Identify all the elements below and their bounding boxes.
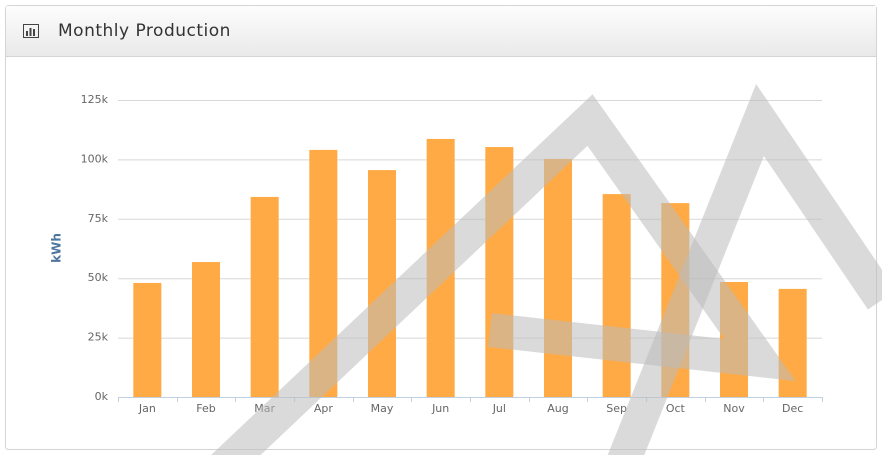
bar — [778, 288, 807, 397]
x-tick-label: Nov — [723, 402, 745, 415]
y-axis-label: kWh — [50, 233, 64, 263]
x-tick-label: Aug — [547, 402, 568, 415]
panel-header — [6, 6, 876, 56]
bar — [368, 170, 396, 397]
x-tick-label: Dec — [782, 402, 803, 415]
x-tick-label: Sep — [606, 402, 627, 415]
bar — [602, 194, 631, 397]
x-tick-label: Apr — [314, 402, 334, 415]
y-tick-label: 50k — [88, 271, 109, 284]
y-tick-label: 25k — [88, 331, 109, 344]
x-tick-label: May — [371, 402, 394, 415]
bar — [192, 262, 220, 397]
y-tick-label: 75k — [88, 212, 109, 225]
bar — [250, 196, 279, 397]
x-tick-label: Jan — [138, 402, 156, 415]
y-tick-label: 125k — [81, 93, 109, 106]
x-tick-label: Oct — [666, 402, 686, 415]
panel-title: Monthly Production — [58, 21, 231, 41]
x-tick-label: Jun — [431, 402, 449, 415]
x-tick-label: Jul — [492, 402, 506, 415]
y-tick-label: 100k — [81, 152, 109, 165]
x-tick-label: Feb — [196, 402, 215, 415]
chart-icon — [23, 24, 39, 38]
watermark — [211, 83, 882, 455]
bar — [544, 158, 572, 397]
bar — [133, 282, 162, 397]
y-tick-label: 0k — [95, 390, 109, 403]
